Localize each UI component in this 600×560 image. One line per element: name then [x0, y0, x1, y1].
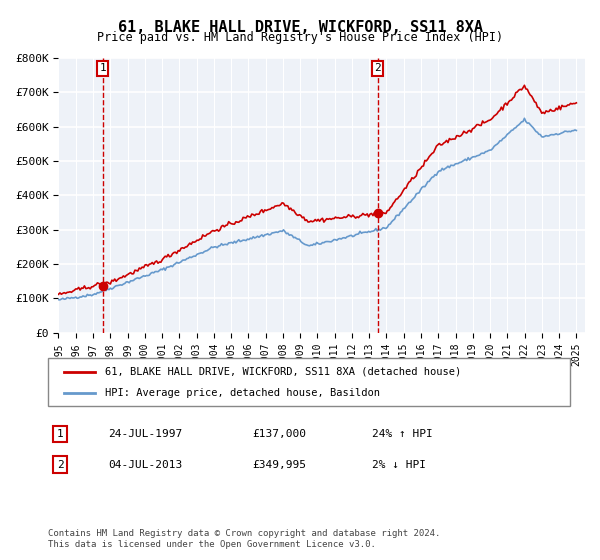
- Text: 2: 2: [56, 460, 64, 470]
- Text: 1: 1: [99, 63, 106, 73]
- Text: 61, BLAKE HALL DRIVE, WICKFORD, SS11 8XA (detached house): 61, BLAKE HALL DRIVE, WICKFORD, SS11 8XA…: [106, 367, 461, 377]
- Text: 24-JUL-1997: 24-JUL-1997: [108, 429, 182, 439]
- Text: Contains HM Land Registry data © Crown copyright and database right 2024.
This d: Contains HM Land Registry data © Crown c…: [48, 529, 440, 549]
- Text: 04-JUL-2013: 04-JUL-2013: [108, 460, 182, 470]
- Text: £349,995: £349,995: [252, 460, 306, 470]
- FancyBboxPatch shape: [48, 358, 570, 406]
- Text: 61, BLAKE HALL DRIVE, WICKFORD, SS11 8XA: 61, BLAKE HALL DRIVE, WICKFORD, SS11 8XA: [118, 20, 482, 35]
- Text: £137,000: £137,000: [252, 429, 306, 439]
- Text: 1: 1: [56, 429, 64, 439]
- Text: 2% ↓ HPI: 2% ↓ HPI: [372, 460, 426, 470]
- Text: Price paid vs. HM Land Registry's House Price Index (HPI): Price paid vs. HM Land Registry's House …: [97, 31, 503, 44]
- Text: 24% ↑ HPI: 24% ↑ HPI: [372, 429, 433, 439]
- Text: HPI: Average price, detached house, Basildon: HPI: Average price, detached house, Basi…: [106, 388, 380, 398]
- Text: 2: 2: [374, 63, 381, 73]
